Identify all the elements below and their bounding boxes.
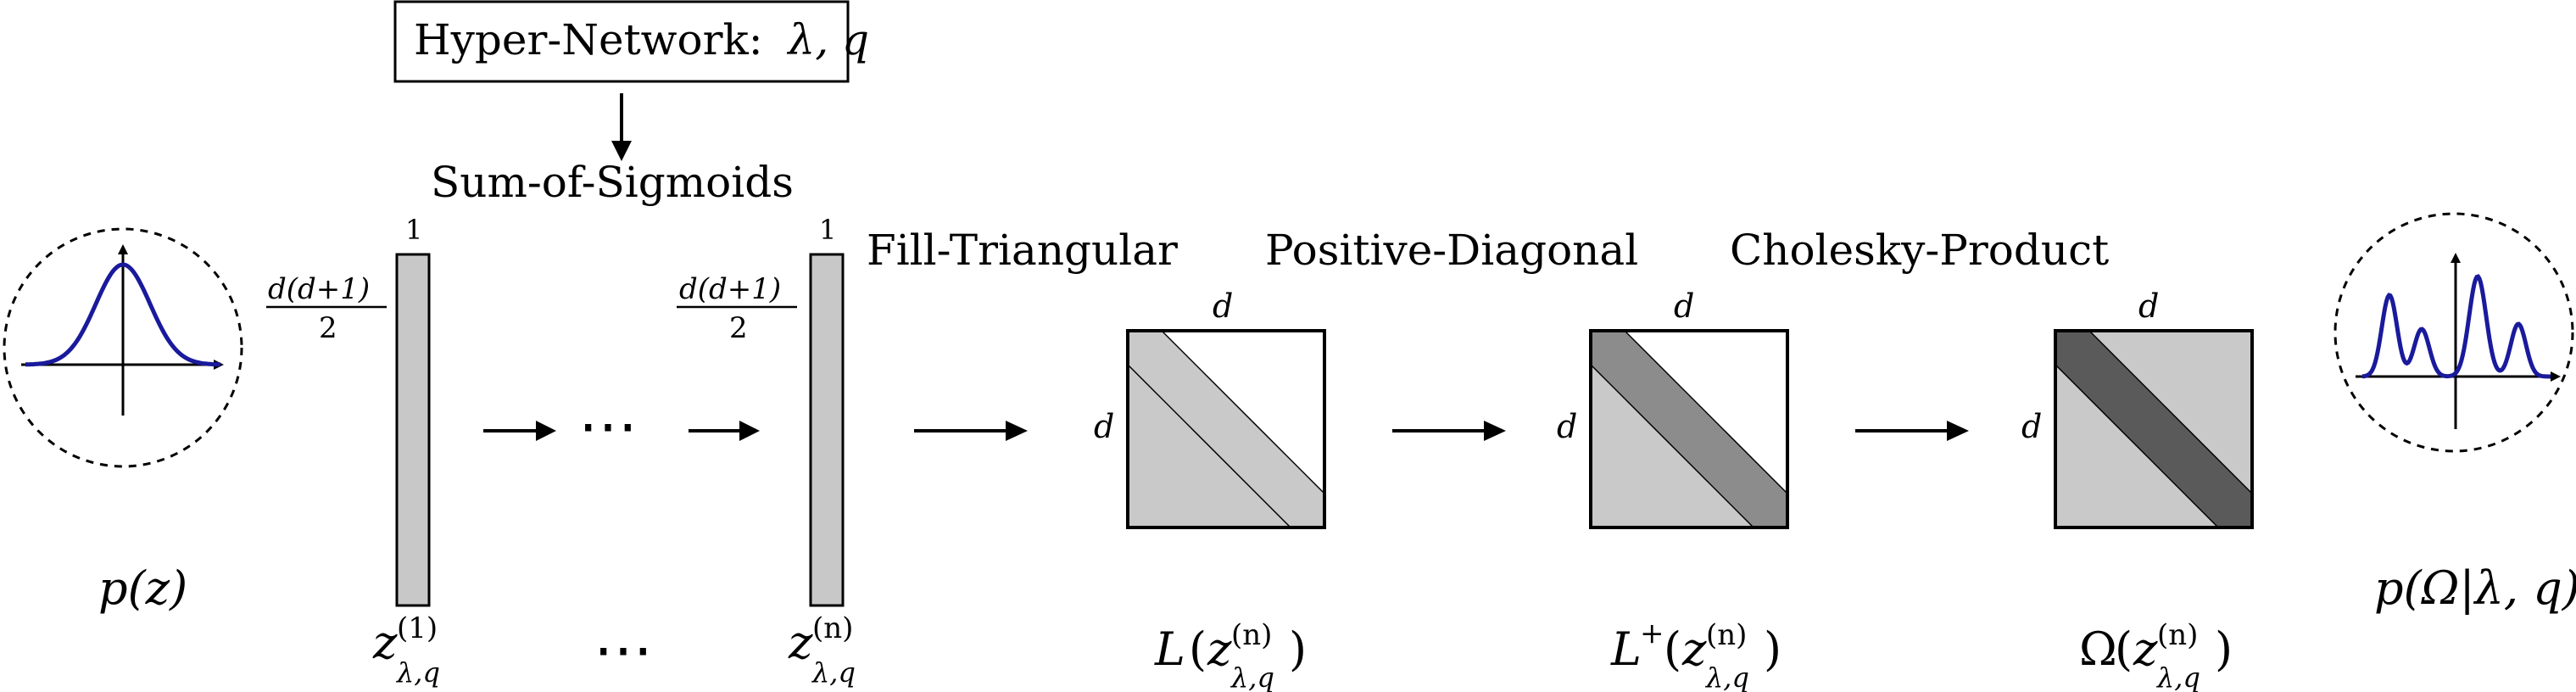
svg-text:Ω: Ω — [2079, 622, 2117, 676]
arrow-to-fill-triangular — [914, 421, 1028, 441]
svg-text:(1): (1) — [397, 611, 438, 645]
matrix-Omega-top-dim: d — [2138, 287, 2159, 325]
matrix-Lplus: d d — [1557, 287, 1789, 529]
vector-z1: d(d+1) 2 1 — [266, 214, 431, 607]
posterior-dashed-circle — [2333, 212, 2574, 453]
svg-text:λ,q: λ,q — [1704, 661, 1749, 692]
matrix-Omega: d d — [2021, 287, 2254, 529]
hypernetwork-arrow-head — [611, 141, 632, 161]
matrix-L-diag-line-lower — [1127, 364, 1291, 528]
matrix-L: d d — [1094, 287, 1326, 529]
hypernetwork-box — [393, 0, 850, 83]
matrix-Lplus-diagonal-band — [1591, 331, 1787, 527]
matrix-Lplus-diag-line-lower — [1590, 364, 1754, 528]
label-Lplus: L + ( z (n) λ,q ) — [1610, 617, 1781, 692]
svg-text:(: ( — [2115, 622, 2133, 676]
matrix-Omega-side-dim: d — [2021, 408, 2042, 445]
matrix-Lplus-diag-line-upper — [1624, 330, 1788, 494]
vector-zn-top-dim: 1 — [819, 214, 836, 246]
step-positive-diagonal: Positive-Diagonal — [1265, 226, 1638, 275]
arrow-to-positive-diagonal — [1392, 421, 1506, 441]
hypernetwork-label: Hyper-Network: λ, q — [414, 15, 869, 64]
label-L: L ( z (n) λ,q ) — [1154, 618, 1307, 692]
posterior-y-axis-head — [2451, 253, 2461, 263]
step-fill-triangular: Fill-Triangular — [867, 226, 1178, 275]
step-cholesky-product: Cholesky-Product — [1730, 226, 2109, 275]
svg-text:(: ( — [1664, 622, 1681, 676]
label-posterior: p(Ω|λ, q) — [2374, 561, 2576, 615]
posterior-x-axis-head — [2551, 371, 2561, 382]
matrix-Omega-diag-line-lower — [2055, 364, 2219, 528]
matrix-Omega-border — [2054, 329, 2254, 529]
matrix-L-diagonal-band — [1128, 331, 1324, 527]
svg-text:): ) — [2215, 622, 2233, 676]
svg-text:z: z — [1681, 622, 1707, 676]
matrix-Lplus-side-dim: d — [1557, 408, 1577, 445]
svg-text:z: z — [788, 616, 813, 669]
svg-text:λ,q: λ,q — [395, 656, 440, 689]
svg-text:z: z — [1207, 622, 1232, 676]
vector-z1-top-dim: 1 — [405, 214, 422, 246]
svg-text:): ) — [1764, 622, 1781, 676]
matrix-Lplus-border — [1589, 329, 1789, 529]
prior-y-axis-head — [118, 244, 128, 254]
label-z1: z (1) λ,q — [372, 611, 440, 689]
svg-text:): ) — [1289, 622, 1307, 676]
vector-zn-denominator: 2 — [729, 311, 748, 345]
svg-text:z: z — [372, 616, 398, 669]
matrix-Lplus-top-dim: d — [1674, 287, 1694, 325]
label-prior: p(z) — [98, 561, 187, 615]
matrix-Omega-diag-line-upper — [2088, 330, 2253, 494]
label-Omega: Ω ( z (n) λ,q ) — [2079, 618, 2233, 692]
svg-text:(n): (n) — [1706, 618, 1747, 652]
vector-z1-numerator: d(d+1) — [268, 272, 370, 306]
vector-z1-denominator: 2 — [319, 311, 337, 345]
matrix-L-diag-line-upper — [1161, 330, 1325, 494]
hypernetwork-block: Hyper-Network: λ, q — [393, 0, 869, 161]
vector-zn-bar — [809, 253, 845, 607]
svg-text:(n): (n) — [2157, 618, 2198, 652]
arrow-z1-to-ellipsis — [483, 421, 556, 441]
hypernetwork-params: λ, q — [787, 15, 869, 64]
matrix-L-top-dim: d — [1213, 287, 1233, 325]
bottom-ellipsis: ⋯ — [594, 615, 653, 684]
svg-text:z: z — [2133, 622, 2158, 676]
posterior-distribution-plot — [2333, 212, 2574, 453]
prior-dashed-circle — [3, 227, 243, 468]
matrix-Omega-diagonal-band — [2055, 331, 2252, 527]
label-zn: z (n) λ,q — [788, 611, 856, 689]
svg-text:(: ( — [1189, 622, 1207, 676]
svg-text:λ,q: λ,q — [811, 656, 856, 689]
vector-z1-bar — [395, 253, 431, 607]
prior-gaussian-curve — [25, 262, 220, 367]
svg-text:L: L — [1154, 622, 1185, 676]
svg-text:λ,q: λ,q — [1229, 661, 1274, 692]
svg-text:(n): (n) — [812, 611, 853, 645]
svg-text:+: + — [1640, 617, 1664, 650]
svg-text:λ,q: λ,q — [2155, 661, 2200, 692]
svg-text:(n): (n) — [1231, 618, 1272, 652]
prior-distribution-plot — [3, 227, 243, 468]
arrow-to-cholesky-product — [1855, 421, 1969, 441]
arrow-ellipsis-to-zn — [689, 421, 760, 441]
posterior-multimodal-curve — [2361, 274, 2551, 379]
vector-zn: d(d+1) 2 1 — [677, 214, 845, 607]
svg-text:L: L — [1610, 622, 1642, 676]
step-sum-of-sigmoids: Sum-of-Sigmoids — [431, 158, 794, 207]
matrix-L-side-dim: d — [1094, 408, 1114, 445]
middle-ellipsis: ⋯ — [578, 391, 638, 460]
vector-zn-numerator: d(d+1) — [679, 272, 781, 306]
matrix-L-border — [1126, 329, 1326, 529]
